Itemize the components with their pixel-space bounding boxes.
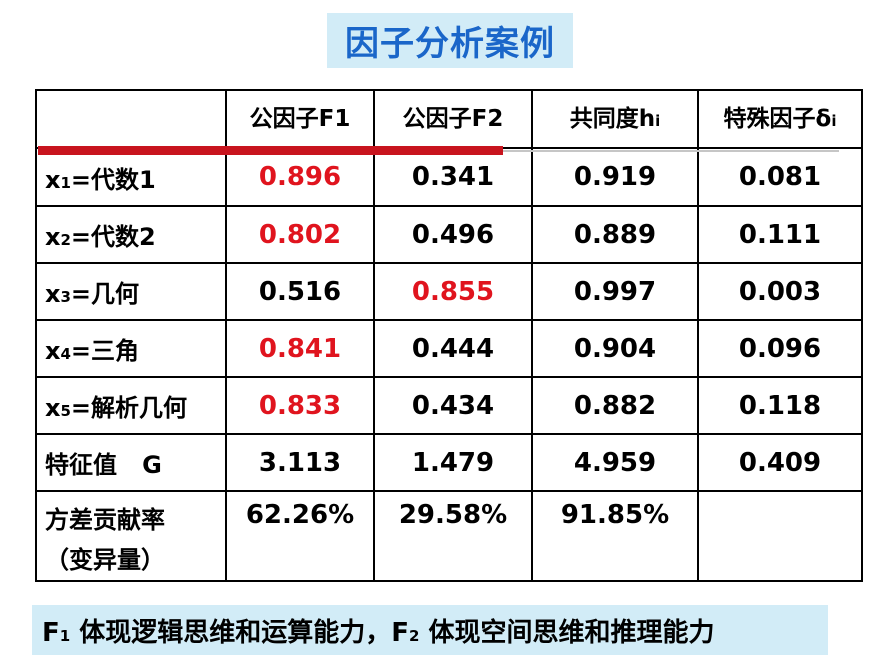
cell-communality: 0.889 (531, 205, 699, 264)
cell-communality: 0.882 (531, 376, 699, 435)
title-banner: 因子分析案例 (327, 13, 573, 68)
cell-unique-factor: 0.118 (697, 376, 863, 435)
variance-label-line1: 方差贡献率 (45, 506, 165, 534)
row-label: x5=解析几何 (35, 376, 227, 435)
cell-f2: 0.434 (373, 376, 533, 435)
header-unique-factor: 特殊因子δi (697, 89, 863, 149)
row-label: x4=三角 (35, 319, 227, 378)
eigen-f1: 3.113 (225, 433, 375, 492)
table-header-row: 公因子F1 公因子F2 共同度hi 特殊因子δi (35, 89, 863, 149)
header-corner (35, 89, 227, 149)
variance-unique-factor (697, 490, 863, 582)
header-f1: 公因子F1 (225, 89, 375, 149)
cell-communality: 0.919 (531, 147, 699, 207)
footer-banner: F1 体现逻辑思维和运算能力，F2 体现空间思维和推理能力 (32, 605, 828, 655)
cell-communality: 0.997 (531, 262, 699, 321)
factor-analysis-table: 公因子F1 公因子F2 共同度hi 特殊因子δi x1=代数1 0.896 0.… (35, 89, 863, 582)
variance-f1: 62.26% (225, 490, 375, 582)
cell-f2: 0.855 (373, 262, 533, 321)
table-row: x4=三角 0.841 0.444 0.904 0.096 (35, 319, 863, 378)
variance-label-line2: （变异量） (45, 546, 165, 574)
cell-f2: 0.444 (373, 319, 533, 378)
eigen-f2: 1.479 (373, 433, 533, 492)
row-label: x2=代数2 (35, 205, 227, 264)
cell-unique-factor: 0.111 (697, 205, 863, 264)
row-label: x1=代数1 (35, 147, 227, 207)
table-row: x1=代数1 0.896 0.341 0.919 0.081 (35, 147, 863, 207)
cell-f1: 0.516 (225, 262, 375, 321)
table-row: x5=解析几何 0.833 0.434 0.882 0.118 (35, 376, 863, 435)
cell-unique-factor: 0.003 (697, 262, 863, 321)
cell-f1: 0.841 (225, 319, 375, 378)
cell-f1: 0.833 (225, 376, 375, 435)
variance-f2: 29.58% (373, 490, 533, 582)
variance-row: 方差贡献率 （变异量） 62.26% 29.58% 91.85% (35, 490, 863, 582)
row-label: x3=几何 (35, 262, 227, 321)
cell-f2: 0.341 (373, 147, 533, 207)
table-row: x3=几何 0.516 0.855 0.997 0.003 (35, 262, 863, 321)
cell-unique-factor: 0.081 (697, 147, 863, 207)
cell-communality: 0.904 (531, 319, 699, 378)
eigen-communality: 4.959 (531, 433, 699, 492)
cell-unique-factor: 0.096 (697, 319, 863, 378)
page-title: 因子分析案例 (345, 24, 555, 64)
eigenvalue-label: 特征值 G (35, 433, 227, 492)
grey-divider-line (503, 150, 839, 152)
variance-communality: 91.85% (531, 490, 699, 582)
eigen-unique-factor: 0.409 (697, 433, 863, 492)
cell-f1: 0.802 (225, 205, 375, 264)
footer-note: F1 体现逻辑思维和运算能力，F2 体现空间思维和推理能力 (42, 617, 715, 648)
red-accent-bar (38, 146, 503, 155)
header-communality: 共同度hi (531, 89, 699, 149)
header-f2: 公因子F2 (373, 89, 533, 149)
eigenvalue-row: 特征值 G 3.113 1.479 4.959 0.409 (35, 433, 863, 492)
cell-f2: 0.496 (373, 205, 533, 264)
table-row: x2=代数2 0.802 0.496 0.889 0.111 (35, 205, 863, 264)
variance-label: 方差贡献率 （变异量） (35, 490, 227, 582)
cell-f1: 0.896 (225, 147, 375, 207)
